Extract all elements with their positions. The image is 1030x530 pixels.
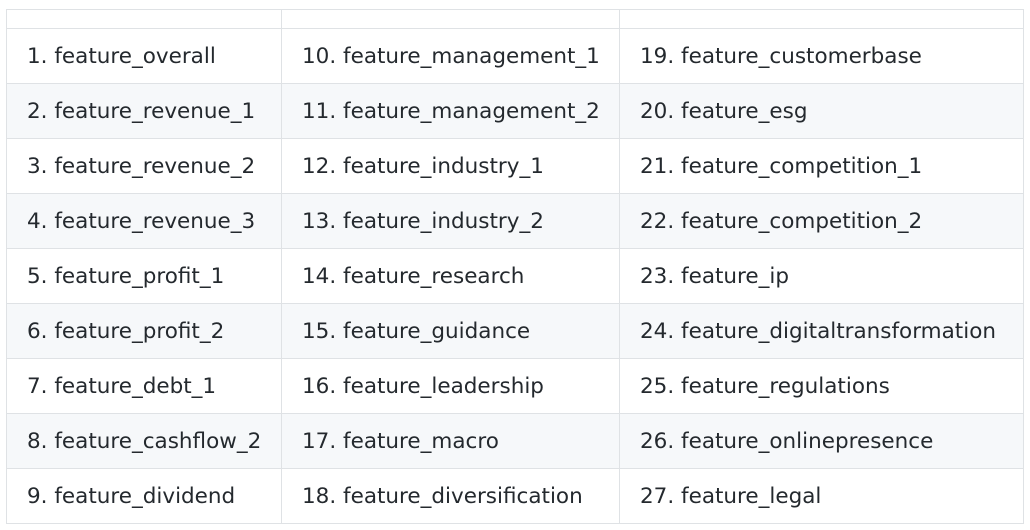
table-cell: 27. feature_legal (619, 468, 1024, 524)
table-cell: 15. feature_guidance (281, 303, 620, 359)
table-row: 2. feature_revenue_1 11. feature_managem… (6, 83, 1024, 139)
table-cell: 7. feature_debt_1 (6, 358, 282, 414)
header-cell-2 (281, 9, 620, 29)
table-row: 5. feature_profit_1 14. feature_research… (6, 248, 1024, 304)
table-cell: 22. feature_competition_2 (619, 193, 1024, 249)
table-row: 1. feature_overall 10. feature_managemen… (6, 28, 1024, 84)
table-cell: 2. feature_revenue_1 (6, 83, 282, 139)
table-header (6, 9, 1024, 29)
table-cell: 19. feature_customerbase (619, 28, 1024, 84)
table-cell: 20. feature_esg (619, 83, 1024, 139)
table-cell: 25. feature_regulations (619, 358, 1024, 414)
table-cell: 12. feature_industry_1 (281, 138, 620, 194)
table-cell: 6. feature_profit_2 (6, 303, 282, 359)
table-row: 4. feature_revenue_3 13. feature_industr… (6, 193, 1024, 249)
features-table: 1. feature_overall 10. feature_managemen… (6, 9, 1024, 524)
table-row: 6. feature_profit_2 15. feature_guidance… (6, 303, 1024, 359)
table-cell: 18. feature_diversification (281, 468, 620, 524)
header-cell-3 (619, 9, 1024, 29)
table-cell: 9. feature_dividend (6, 468, 282, 524)
table-row: 3. feature_revenue_2 12. feature_industr… (6, 138, 1024, 194)
table-cell: 21. feature_competition_1 (619, 138, 1024, 194)
table-cell: 8. feature_cashflow_2 (6, 413, 282, 469)
table-cell: 5. feature_profit_1 (6, 248, 282, 304)
table-cell: 4. feature_revenue_3 (6, 193, 282, 249)
table-row: 7. feature_debt_1 16. feature_leadership… (6, 358, 1024, 414)
table-cell: 26. feature_onlinepresence (619, 413, 1024, 469)
table-cell: 14. feature_research (281, 248, 620, 304)
table-row: 9. feature_dividend 18. feature_diversif… (6, 468, 1024, 524)
table-row: 8. feature_cashflow_2 17. feature_macro … (6, 413, 1024, 469)
table-cell: 17. feature_macro (281, 413, 620, 469)
table-cell: 23. feature_ip (619, 248, 1024, 304)
table-cell: 1. feature_overall (6, 28, 282, 84)
table-cell: 24. feature_digitaltransformation (619, 303, 1024, 359)
table-cell: 13. feature_industry_2 (281, 193, 620, 249)
table-cell: 16. feature_leadership (281, 358, 620, 414)
table-body: 1. feature_overall 10. feature_managemen… (6, 28, 1024, 524)
header-row (6, 9, 1024, 29)
table-cell: 10. feature_management_1 (281, 28, 620, 84)
table-cell: 11. feature_management_2 (281, 83, 620, 139)
table-cell: 3. feature_revenue_2 (6, 138, 282, 194)
header-cell-1 (6, 9, 282, 29)
